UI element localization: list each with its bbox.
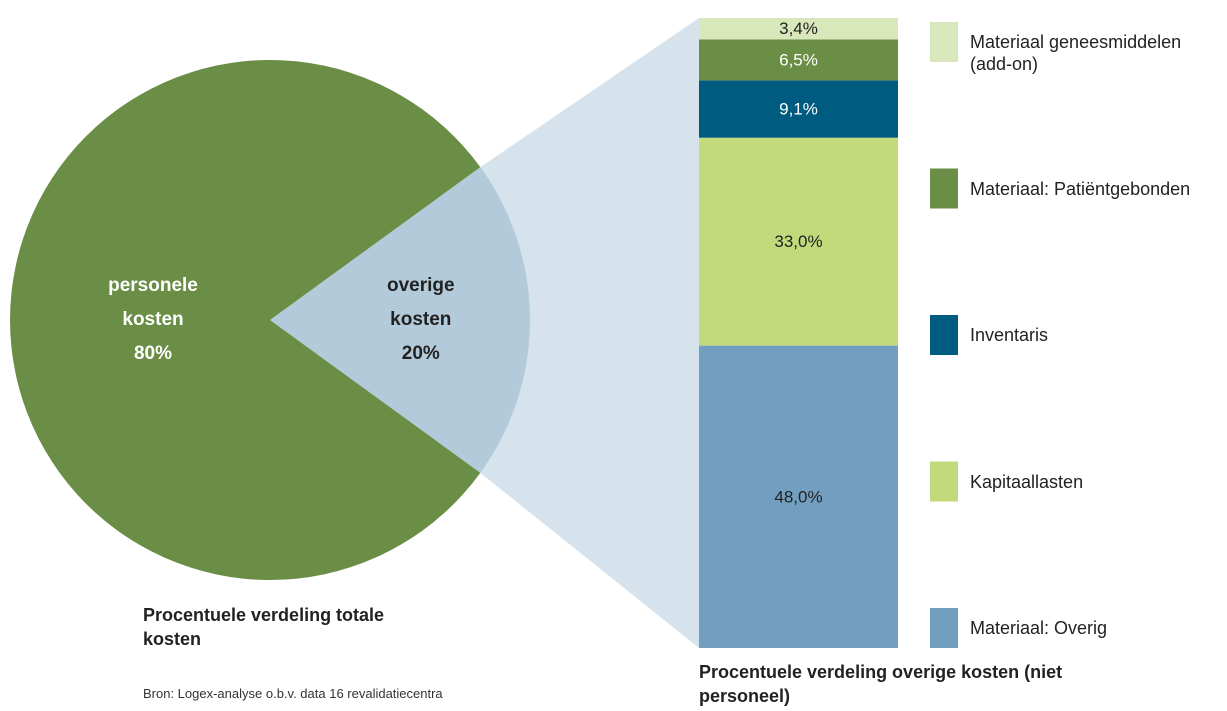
source-note: Bron: Logex-analyse o.b.v. data 16 reval… xyxy=(143,686,443,701)
bar-label: 48,0% xyxy=(774,487,822,506)
slice-label: overige kosten xyxy=(387,275,455,330)
bar-segment xyxy=(699,39,898,81)
bar-title: Procentuele verdeling overige kosten (ni… xyxy=(699,662,1063,706)
legend-swatch xyxy=(930,461,958,502)
bar-segment xyxy=(699,80,898,138)
bar-segment xyxy=(699,137,898,346)
legend-label: Kapitaallasten xyxy=(970,471,1084,492)
bar-label: 3,4% xyxy=(779,19,818,38)
slice-label: personele kosten xyxy=(108,275,198,330)
legend-swatch xyxy=(930,315,958,355)
legend-swatch xyxy=(930,608,958,648)
slice-value: 80% xyxy=(133,343,173,364)
pie-slice xyxy=(9,59,481,580)
slice-value: 20% xyxy=(401,343,440,364)
legend-label: Inventaris xyxy=(970,325,1049,345)
legend-swatch xyxy=(930,168,958,209)
connector xyxy=(480,18,699,648)
legend-label: Materiaal: Overig xyxy=(970,618,1108,638)
pie-slice xyxy=(270,167,530,473)
bar-label: 6,5% xyxy=(779,50,818,69)
legend-swatch xyxy=(930,22,958,62)
bar-segment xyxy=(699,345,898,648)
bar-segment xyxy=(699,18,898,40)
bar-label: 9,1% xyxy=(779,100,818,119)
legend-label: Materiaal: Patiëntgebonden xyxy=(970,178,1191,199)
bar-label: 33,0% xyxy=(774,232,822,251)
pie-title: Procentuele verdeling totale kosten xyxy=(143,605,385,649)
legend-label: Materiaal geneesmiddelen (add-on) xyxy=(970,32,1182,74)
